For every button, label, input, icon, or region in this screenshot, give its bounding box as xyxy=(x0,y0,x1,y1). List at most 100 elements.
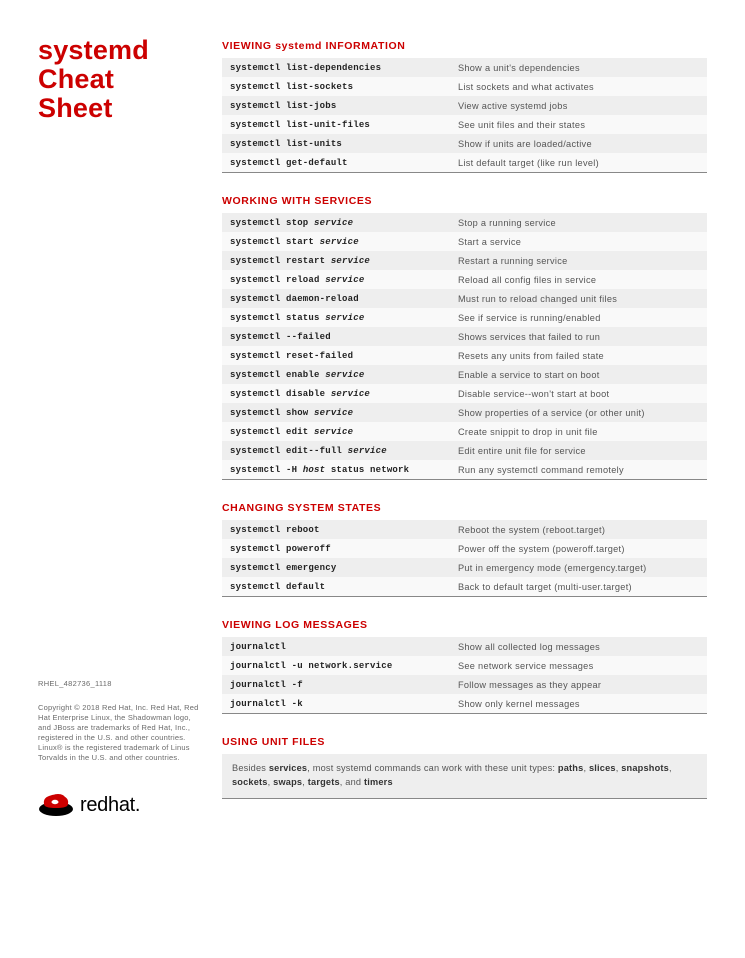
table-row: systemctl disable serviceDisable service… xyxy=(222,384,707,403)
description-cell: See network service messages xyxy=(450,656,707,675)
command-cell: systemctl status service xyxy=(222,308,450,327)
sidebar: systemdCheatSheet RHEL_482736_1118 Copyr… xyxy=(38,40,200,821)
description-cell: Power off the system (poweroff.target) xyxy=(450,539,707,558)
command-cell: journalctl -f xyxy=(222,675,450,694)
description-cell: Start a service xyxy=(450,232,707,251)
description-cell: Show all collected log messages xyxy=(450,637,707,656)
description-cell: Reboot the system (reboot.target) xyxy=(450,520,707,539)
description-cell: Put in emergency mode (emergency.target) xyxy=(450,558,707,577)
section-title: VIEWING systemd INFORMATION xyxy=(222,40,707,52)
table-row: journalctlShow all collected log message… xyxy=(222,637,707,656)
command-cell: systemctl list-unit-files xyxy=(222,115,450,134)
description-cell: Shows services that failed to run xyxy=(450,327,707,346)
section: VIEWING LOG MESSAGES journalctlShow all c… xyxy=(222,619,707,714)
command-table: systemctl rebootReboot the system (reboo… xyxy=(222,520,707,597)
description-cell: List default target (like run level) xyxy=(450,153,707,173)
description-cell: Stop a running service xyxy=(450,213,707,232)
document-id: RHEL_482736_1118 xyxy=(38,679,200,689)
table-row: systemctl --failedShows services that fa… xyxy=(222,327,707,346)
command-cell: systemctl list-dependencies xyxy=(222,58,450,77)
section: WORKING WITH SERVICES systemctl stop serv… xyxy=(222,195,707,480)
main-content: VIEWING systemd INFORMATION systemctl lis… xyxy=(222,40,707,821)
table-row: systemctl poweroffPower off the system (… xyxy=(222,539,707,558)
section: VIEWING systemd INFORMATION systemctl lis… xyxy=(222,40,707,173)
description-cell: See if service is running/enabled xyxy=(450,308,707,327)
table-row: systemctl reload serviceReload all confi… xyxy=(222,270,707,289)
command-cell: systemctl list-sockets xyxy=(222,77,450,96)
command-cell: systemctl enable service xyxy=(222,365,450,384)
command-cell: systemctl list-units xyxy=(222,134,450,153)
description-cell: Follow messages as they appear xyxy=(450,675,707,694)
command-cell: systemctl --failed xyxy=(222,327,450,346)
command-cell: journalctl -k xyxy=(222,694,450,714)
command-cell: systemctl reboot xyxy=(222,520,450,539)
command-cell: systemctl edit service xyxy=(222,422,450,441)
table-row: systemctl show serviceShow properties of… xyxy=(222,403,707,422)
table-row: systemctl get-defaultList default target… xyxy=(222,153,707,173)
table-row: systemctl enable serviceEnable a service… xyxy=(222,365,707,384)
command-cell: journalctl xyxy=(222,637,450,656)
table-row: systemctl restart serviceRestart a runni… xyxy=(222,251,707,270)
table-row: systemctl defaultBack to default target … xyxy=(222,577,707,597)
command-cell: systemctl show service xyxy=(222,403,450,422)
redhat-logo-icon xyxy=(38,789,74,820)
command-table: systemctl list-dependenciesShow a unit's… xyxy=(222,58,707,173)
command-cell: systemctl daemon-reload xyxy=(222,289,450,308)
table-row: systemctl stop serviceStop a running ser… xyxy=(222,213,707,232)
command-cell: systemctl start service xyxy=(222,232,450,251)
description-cell: View active systemd jobs xyxy=(450,96,707,115)
table-row: systemctl list-dependenciesShow a unit's… xyxy=(222,58,707,77)
description-cell: Must run to reload changed unit files xyxy=(450,289,707,308)
table-row: systemctl list-jobsView active systemd j… xyxy=(222,96,707,115)
description-cell: Create snippit to drop in unit file xyxy=(450,422,707,441)
section: CHANGING SYSTEM STATESsystemctl rebootRe… xyxy=(222,502,707,597)
description-cell: Show if units are loaded/active xyxy=(450,134,707,153)
table-row: systemctl status serviceSee if service i… xyxy=(222,308,707,327)
table-row: systemctl rebootReboot the system (reboo… xyxy=(222,520,707,539)
section-title: USING UNIT FILES xyxy=(222,736,707,748)
description-cell: Reload all config files in service xyxy=(450,270,707,289)
description-cell: Back to default target (multi-user.targe… xyxy=(450,577,707,597)
table-row: journalctl -u network.serviceSee network… xyxy=(222,656,707,675)
description-cell: See unit files and their states xyxy=(450,115,707,134)
command-cell: systemctl get-default xyxy=(222,153,450,173)
command-cell: systemctl emergency xyxy=(222,558,450,577)
table-row: systemctl daemon-reloadMust run to reloa… xyxy=(222,289,707,308)
table-row: journalctl -fFollow messages as they app… xyxy=(222,675,707,694)
table-row: systemctl edit serviceCreate snippit to … xyxy=(222,422,707,441)
command-cell: systemctl default xyxy=(222,577,450,597)
table-row: systemctl emergencyPut in emergency mode… xyxy=(222,558,707,577)
copyright-text: Copyright © 2018 Red Hat, Inc. Red Hat, … xyxy=(38,703,200,764)
command-cell: systemctl disable service xyxy=(222,384,450,403)
command-cell: systemctl restart service xyxy=(222,251,450,270)
command-table: systemctl stop serviceStop a running ser… xyxy=(222,213,707,480)
unit-types-note: Besides services, most systemd commands … xyxy=(222,754,707,799)
description-cell: Show only kernel messages xyxy=(450,694,707,714)
description-cell: Edit entire unit file for service xyxy=(450,441,707,460)
command-cell: journalctl -u network.service xyxy=(222,656,450,675)
table-row: systemctl -H host status networkRun any … xyxy=(222,460,707,480)
command-cell: systemctl -H host status network xyxy=(222,460,450,480)
description-cell: Show a unit's dependencies xyxy=(450,58,707,77)
description-cell: Restart a running service xyxy=(450,251,707,270)
command-cell: systemctl stop service xyxy=(222,213,450,232)
logo-text: redhat. xyxy=(80,792,140,819)
table-row: systemctl reset-failedResets any units f… xyxy=(222,346,707,365)
description-cell: Enable a service to start on boot xyxy=(450,365,707,384)
section: USING UNIT FILES Besides services, most s… xyxy=(222,736,707,799)
logo-row: redhat. xyxy=(38,789,200,820)
sidebar-footer: RHEL_482736_1118 Copyright © 2018 Red Ha… xyxy=(38,279,200,821)
description-cell: List sockets and what activates xyxy=(450,77,707,96)
command-cell: systemctl poweroff xyxy=(222,539,450,558)
command-cell: systemctl reload service xyxy=(222,270,450,289)
description-cell: Show properties of a service (or other u… xyxy=(450,403,707,422)
command-cell: systemctl reset-failed xyxy=(222,346,450,365)
table-row: systemctl list-socketsList sockets and w… xyxy=(222,77,707,96)
section-title: WORKING WITH SERVICES xyxy=(222,195,707,207)
section-title: VIEWING LOG MESSAGES xyxy=(222,619,707,631)
command-cell: systemctl list-jobs xyxy=(222,96,450,115)
page: systemdCheatSheet RHEL_482736_1118 Copyr… xyxy=(38,40,707,821)
table-row: systemctl list-unit-filesSee unit files … xyxy=(222,115,707,134)
command-cell: systemctl edit--full service xyxy=(222,441,450,460)
document-title: systemdCheatSheet xyxy=(38,36,200,123)
